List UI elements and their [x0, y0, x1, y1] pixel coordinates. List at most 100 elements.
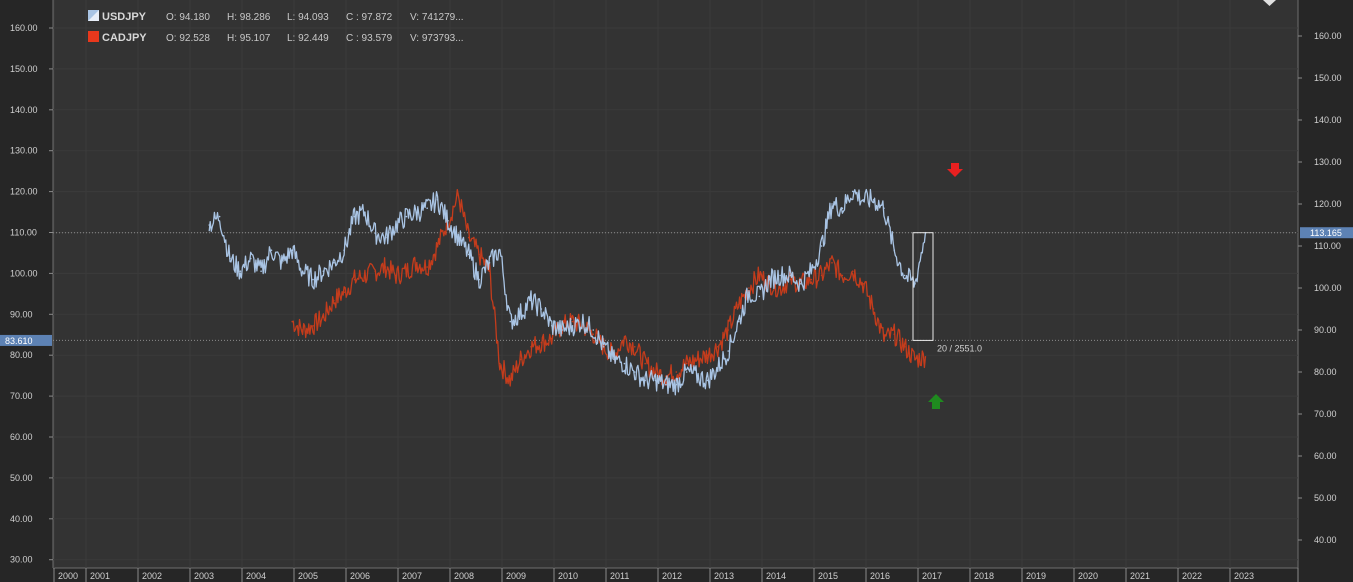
- x-tick-label: 2018: [974, 571, 994, 581]
- usdjpy-point: [353, 215, 356, 218]
- legend-item-cadjpy[interactable]: CADJPY O: 92.528 H: 95.107 L: 92.449 C :…: [88, 31, 464, 44]
- usdjpy-point: [550, 325, 553, 327]
- usdjpy-point: [602, 346, 605, 348]
- x-tick-label: 2007: [402, 571, 422, 581]
- cadjpy-point: [706, 354, 709, 357]
- usdjpy-legend-low: L: 94.093: [287, 12, 329, 23]
- x-tick-label: 2017: [922, 571, 942, 581]
- plot-area[interactable]: [53, 0, 1298, 568]
- x-tick-label: 2010: [558, 571, 578, 581]
- x-tick-label: 2002: [142, 571, 162, 581]
- left-tick-label: 120.00: [10, 187, 38, 197]
- cadjpy-point: [644, 362, 646, 365]
- left-price-flag: 83.610: [0, 334, 52, 346]
- left-tick-label: 60.00: [10, 432, 33, 442]
- usdjpy-point: [820, 245, 823, 247]
- usdjpy-point: [717, 367, 719, 369]
- x-tick-label: 2016: [870, 571, 890, 581]
- left-tick-label: 70.00: [10, 391, 33, 401]
- cadjpy-point: [353, 278, 356, 281]
- cadjpy-legend-open: O: 92.528: [166, 33, 210, 44]
- cadjpy-point: [478, 253, 480, 256]
- cadjpy-legend-close: C : 93.579: [346, 33, 393, 44]
- cadjpy-point: [872, 308, 875, 310]
- sell-arrow-icon[interactable]: [947, 163, 963, 177]
- usdjpy-legend-close: C : 97.872: [346, 12, 393, 23]
- cadjpy-point: [914, 358, 916, 361]
- usdjpy-point: [748, 291, 750, 294]
- legend-item-usdjpy[interactable]: USDJPY O: 94.180 H: 98.286 L: 94.093 C :…: [88, 10, 464, 23]
- cadjpy-point: [343, 291, 345, 294]
- measure-box[interactable]: [912, 232, 934, 341]
- cadjpy-point: [291, 320, 294, 323]
- x-tick-label: 2021: [1130, 571, 1150, 581]
- usdjpy-point: [758, 295, 761, 298]
- chevron-down-icon[interactable]: [1263, 0, 1276, 6]
- usdjpy-point: [270, 249, 273, 251]
- usdjpy-point: [395, 224, 397, 226]
- cadjpy-point: [530, 346, 532, 348]
- usdjpy-point: [644, 379, 646, 382]
- cadjpy-point: [841, 274, 844, 277]
- left-tick-label: 100.00: [10, 268, 38, 278]
- usdjpy-point: [675, 383, 678, 386]
- cadjpy-point: [364, 274, 366, 277]
- left-tick-label: 160.00: [10, 23, 38, 33]
- usdjpy-point: [530, 299, 532, 302]
- usdjpy-point: [218, 215, 221, 218]
- sell-arrow-shape: [947, 163, 963, 177]
- cadjpy-point: [883, 337, 885, 340]
- right-tick-label: 150.00: [1314, 73, 1342, 83]
- cadjpy-point: [374, 270, 377, 273]
- cadjpy-point: [467, 236, 470, 239]
- usdjpy-point: [654, 379, 657, 382]
- cadjpy-point: [696, 358, 698, 361]
- usdjpy-point: [883, 207, 885, 209]
- cadjpy-point: [820, 274, 823, 277]
- cadjpy-point: [405, 270, 408, 273]
- cadjpy-point: [633, 346, 636, 348]
- usdjpy-point: [249, 257, 252, 260]
- left-tick-label: 110.00: [10, 228, 37, 238]
- cadjpy-point: [862, 283, 864, 285]
- usdjpy-legend-symbol: USDJPY: [102, 11, 147, 23]
- usdjpy-point: [706, 379, 709, 382]
- cadjpy-point: [509, 379, 512, 382]
- measure-tool[interactable]: 20 / 2551.0: [912, 232, 982, 354]
- usdjpy-point: [384, 236, 387, 239]
- usdjpy-point: [405, 215, 408, 218]
- left-y-axis: 160.00 150.00 140.00 130.00 120.00 110.00 100.…: [10, 23, 53, 565]
- right-tick-label: 40.00: [1314, 535, 1337, 545]
- right-tick-label: 160.00: [1314, 31, 1342, 41]
- usdjpy-point: [810, 270, 813, 273]
- cadjpy-point: [623, 337, 626, 340]
- usdjpy-point: [800, 283, 802, 285]
- usdjpy-point: [768, 278, 771, 281]
- x-tick-label: 2009: [506, 571, 526, 581]
- right-tick-label: 130.00: [1314, 157, 1342, 167]
- buy-arrow-icon[interactable]: [928, 394, 944, 409]
- usdjpy-point: [789, 274, 792, 277]
- left-tick-label: 30.00: [10, 555, 33, 565]
- x-tick-label: 2003: [194, 571, 214, 581]
- gridlines: [53, 0, 1298, 568]
- usdjpy-point: [727, 350, 729, 352]
- usdjpy-point: [737, 320, 740, 323]
- usdjpy-point: [623, 362, 626, 365]
- right-tick-label: 100.00: [1314, 283, 1342, 293]
- right-tick-label: 70.00: [1314, 409, 1337, 419]
- x-tick-label: 2019: [1026, 571, 1046, 581]
- usdjpy-point: [416, 211, 418, 214]
- cadjpy-point: [550, 337, 553, 340]
- cadjpy-point: [831, 262, 833, 264]
- right-y-axis: 160.00 150.00 140.00 130.00 120.00 110.00 100.…: [1298, 31, 1342, 545]
- usdjpy-line[interactable]: [208, 188, 927, 396]
- usdjpy-point: [239, 270, 242, 273]
- cadjpy-point: [416, 262, 418, 264]
- x-tick-label: 2015: [818, 571, 838, 581]
- right-tick-label: 140.00: [1314, 115, 1342, 125]
- usdjpy-point: [281, 262, 283, 264]
- cadjpy-point: [675, 371, 678, 373]
